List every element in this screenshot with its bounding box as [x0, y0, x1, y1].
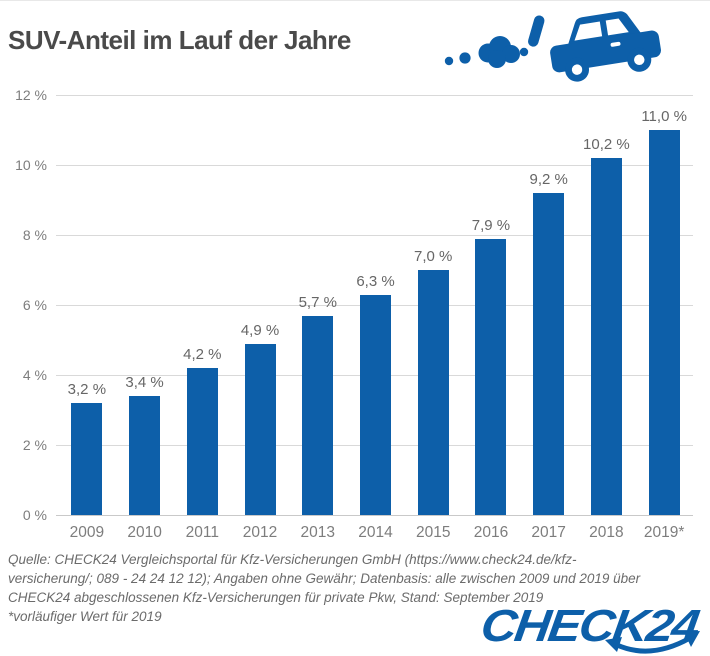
x-axis-tick-label: 2014: [358, 524, 393, 541]
source-note: Quelle: CHECK24 Vergleichsportal für Kfz…: [8, 550, 640, 626]
y-axis-tick-label: 0 %: [22, 507, 47, 523]
check24-logo-text: CHECK24: [481, 600, 703, 651]
bar-2009: [71, 403, 103, 515]
bar-value-label: 11,0 %: [641, 108, 687, 125]
x-axis-tick-label: 2015: [415, 524, 451, 541]
bar-value-label: 4,2 %: [183, 346, 222, 363]
bar-2019: [648, 130, 680, 515]
bar-2011: [186, 368, 218, 515]
y-axis-tick-label: 10 %: [15, 157, 47, 173]
x-axis-tick-label: 2013: [300, 524, 335, 541]
bar-value-label: 7,0 %: [414, 248, 453, 265]
bar-2016: [475, 238, 507, 515]
y-axis-tick-label: 4 %: [22, 367, 47, 383]
page-title: SUV-Anteil im Lauf der Jahre: [8, 25, 351, 55]
bar-2017: [533, 193, 565, 515]
source-note-line: Quelle: CHECK24 Vergleichsportal für Kfz…: [8, 552, 577, 567]
bar-value-label: 10,2 %: [583, 136, 630, 153]
x-axis-tick-label: 2010: [127, 524, 162, 541]
x-axis-tick-label: 2018: [589, 524, 624, 541]
x-axis-tick-label: 2012: [242, 524, 278, 541]
x-axis-tick-label: 2011: [185, 524, 219, 541]
bar-2012: [244, 343, 276, 515]
exhaust-dot-icon: [519, 47, 529, 57]
bar-2013: [302, 315, 334, 515]
check24-logo: CHECK24: [481, 600, 703, 654]
x-axis-tick-label: 2016: [473, 524, 509, 541]
y-axis-tick-label: 8 %: [22, 227, 47, 243]
exhaust-cloud-icon: [478, 36, 520, 68]
bar-2018: [590, 158, 622, 515]
curved-double-arrow-icon: [605, 631, 700, 654]
source-note-line: versicherung/; 089 - 24 24 12 12); Angab…: [8, 571, 641, 586]
y-axis-tick-label: 12 %: [15, 87, 47, 103]
bar-value-label: 6,3 %: [356, 272, 395, 290]
y-axis-tick-label: 6 %: [22, 297, 47, 313]
gridline: [56, 164, 693, 166]
gridline: [56, 234, 693, 236]
bar-value-label: 3,2 %: [67, 381, 107, 398]
bar-2015: [417, 270, 449, 515]
source-note-line: CHECK24 abgeschlossenen Kfz-Versicherung…: [8, 590, 544, 605]
bar-value-label: 5,7 %: [298, 293, 337, 311]
bar-2010: [129, 396, 161, 515]
x-axis-tick-label: 2017: [531, 524, 566, 541]
bar-value-label: 7,9 %: [471, 216, 511, 234]
source-note-line: *vorläufiger Wert für 2019: [8, 609, 162, 624]
bar-2014: [360, 294, 391, 515]
gridline: [56, 94, 693, 96]
bar-value-label: 9,2 %: [529, 171, 568, 188]
gridline: [56, 514, 693, 516]
exhaust-dot-icon: [459, 52, 471, 64]
x-axis-tick-label: 2019*: [643, 524, 685, 541]
bar-value-label: 3,4 %: [125, 374, 164, 391]
suv-body-icon: [550, 11, 661, 82]
exhaust-pipe-mark-icon: [528, 15, 545, 47]
suv-car-exhaust-icon: [444, 11, 661, 82]
y-axis-tick-label: 2 %: [22, 437, 47, 453]
x-axis-tick-label: 2009: [69, 524, 105, 541]
exhaust-dot-icon: [444, 56, 454, 66]
bar-value-label: 4,9 %: [240, 321, 280, 339]
